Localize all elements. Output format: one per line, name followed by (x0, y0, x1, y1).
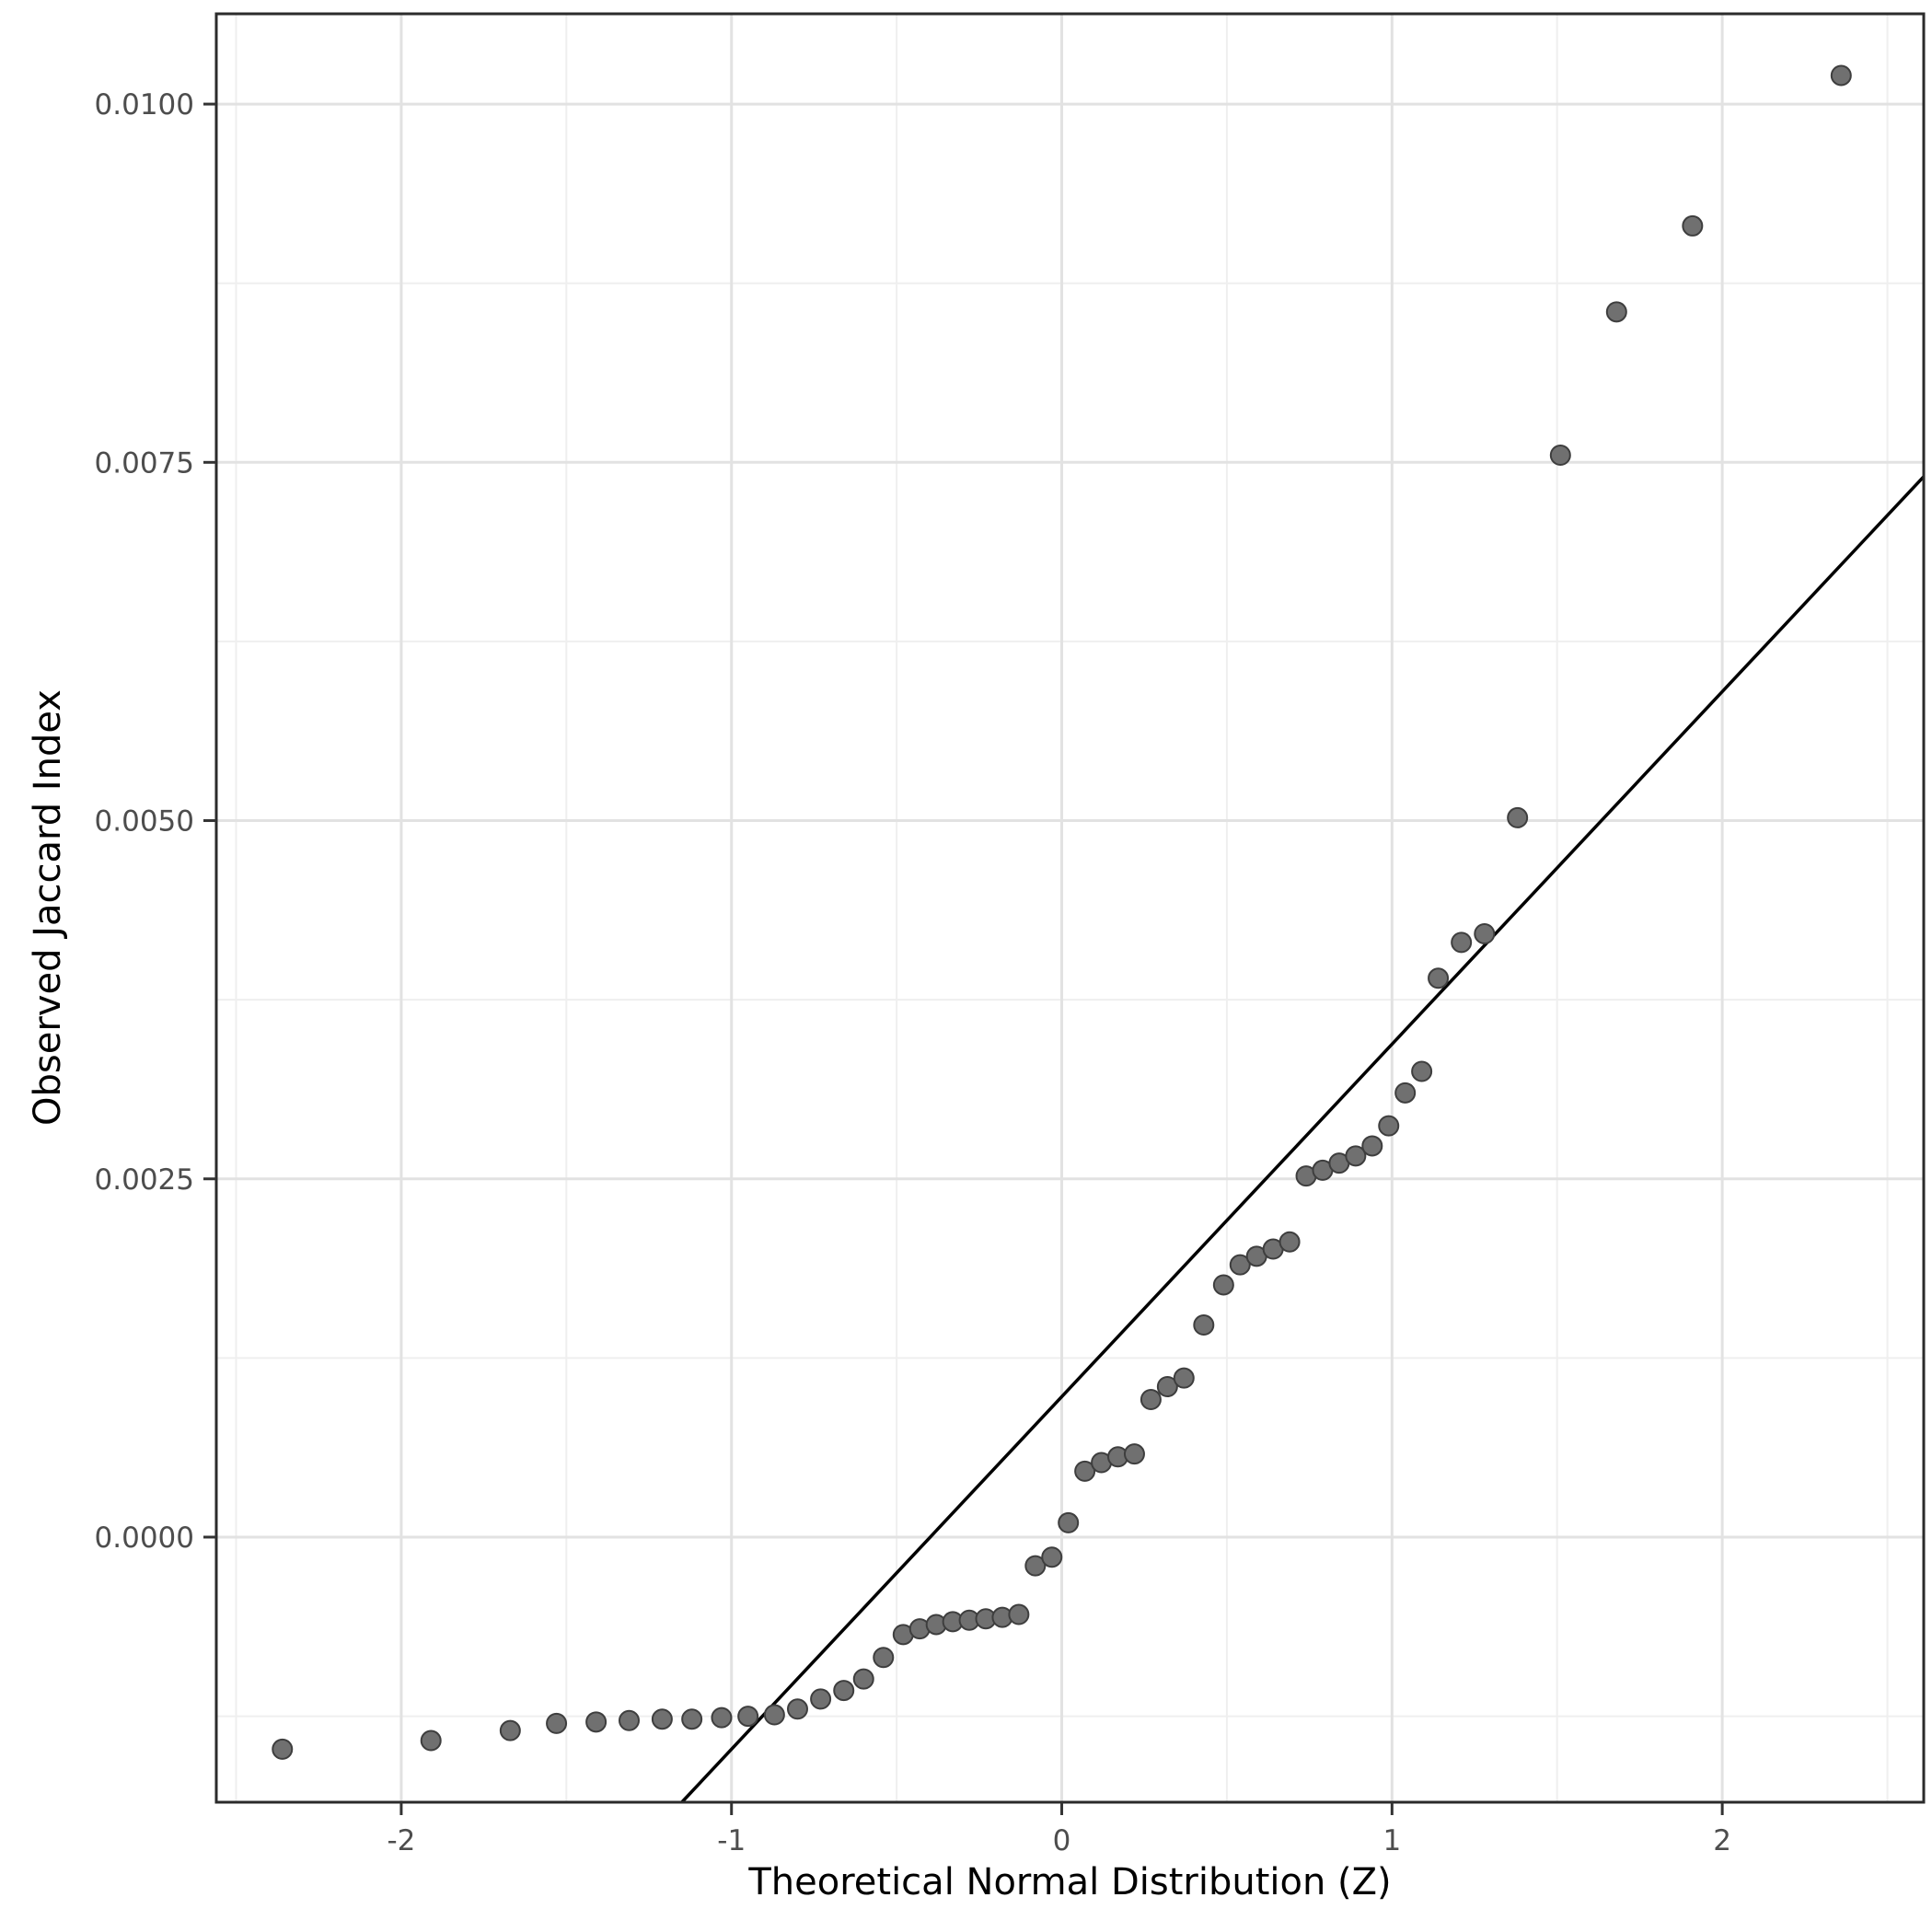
data-point (1008, 1603, 1030, 1625)
data-point (1278, 1231, 1301, 1253)
data-point (1193, 1314, 1215, 1336)
panel-border (214, 12, 1926, 1804)
data-point (619, 1709, 641, 1731)
data-point (1140, 1389, 1162, 1411)
data-point (1229, 1254, 1251, 1276)
data-point (585, 1711, 607, 1733)
gridlines-major (216, 14, 1924, 1802)
data-point (1173, 1367, 1195, 1389)
data-point (1345, 1145, 1367, 1167)
y-tick-label: 0.0075 (95, 446, 194, 480)
data-point (1361, 1135, 1383, 1157)
axis-tick-labels: -2 -1 0 1 2 0.0000 0.0025 0.0050 0.0075 0.0100 (95, 88, 1731, 1857)
data-point (833, 1680, 855, 1702)
data-point (1394, 1082, 1417, 1104)
data-point (711, 1706, 733, 1729)
data-point (499, 1719, 521, 1741)
qq-reference-line (680, 475, 1926, 1804)
data-point (1156, 1376, 1178, 1398)
data-point (420, 1730, 442, 1752)
data-point (1605, 301, 1627, 323)
x-tick-label: 1 (1382, 1824, 1401, 1857)
data-point (852, 1668, 874, 1690)
data-point (1058, 1511, 1080, 1533)
data-point (1123, 1443, 1145, 1465)
x-tick-label: -2 (387, 1824, 415, 1857)
y-axis-title: Observed Jaccard Index (27, 689, 69, 1126)
x-tick-label: -1 (717, 1824, 746, 1857)
y-tick-label: 0.0100 (95, 88, 194, 121)
axis-ticks (203, 102, 1724, 1815)
x-tick-label: 2 (1713, 1824, 1731, 1857)
data-point (681, 1708, 703, 1730)
y-tick-label: 0.0000 (95, 1521, 194, 1555)
data-point (1378, 1115, 1400, 1137)
y-tick-label: 0.0050 (95, 805, 194, 839)
data-point (1682, 214, 1704, 237)
data-point (1074, 1460, 1096, 1482)
data-point (1212, 1274, 1234, 1296)
gridlines-minor (216, 14, 1924, 1802)
data-point (1428, 967, 1450, 989)
y-tick-label: 0.0025 (95, 1163, 194, 1197)
data-points (272, 64, 1852, 1760)
data-point (272, 1738, 294, 1760)
data-point (1411, 1060, 1433, 1082)
data-point (1830, 64, 1852, 87)
data-point (1024, 1555, 1047, 1577)
data-point (1041, 1546, 1063, 1568)
x-axis-title: Theoretical Normal Distribution (Z) (748, 1861, 1392, 1903)
data-point (1507, 806, 1529, 828)
data-point (873, 1647, 895, 1669)
data-point (546, 1712, 568, 1734)
data-point (737, 1706, 759, 1728)
plot-panel (216, 14, 1924, 1802)
data-point (1549, 445, 1571, 467)
x-tick-label: 0 (1053, 1824, 1071, 1857)
data-point (786, 1698, 808, 1720)
data-point (1474, 923, 1496, 945)
data-point (651, 1708, 673, 1730)
data-point (763, 1704, 785, 1726)
data-point (810, 1688, 832, 1710)
data-point (1451, 931, 1473, 954)
